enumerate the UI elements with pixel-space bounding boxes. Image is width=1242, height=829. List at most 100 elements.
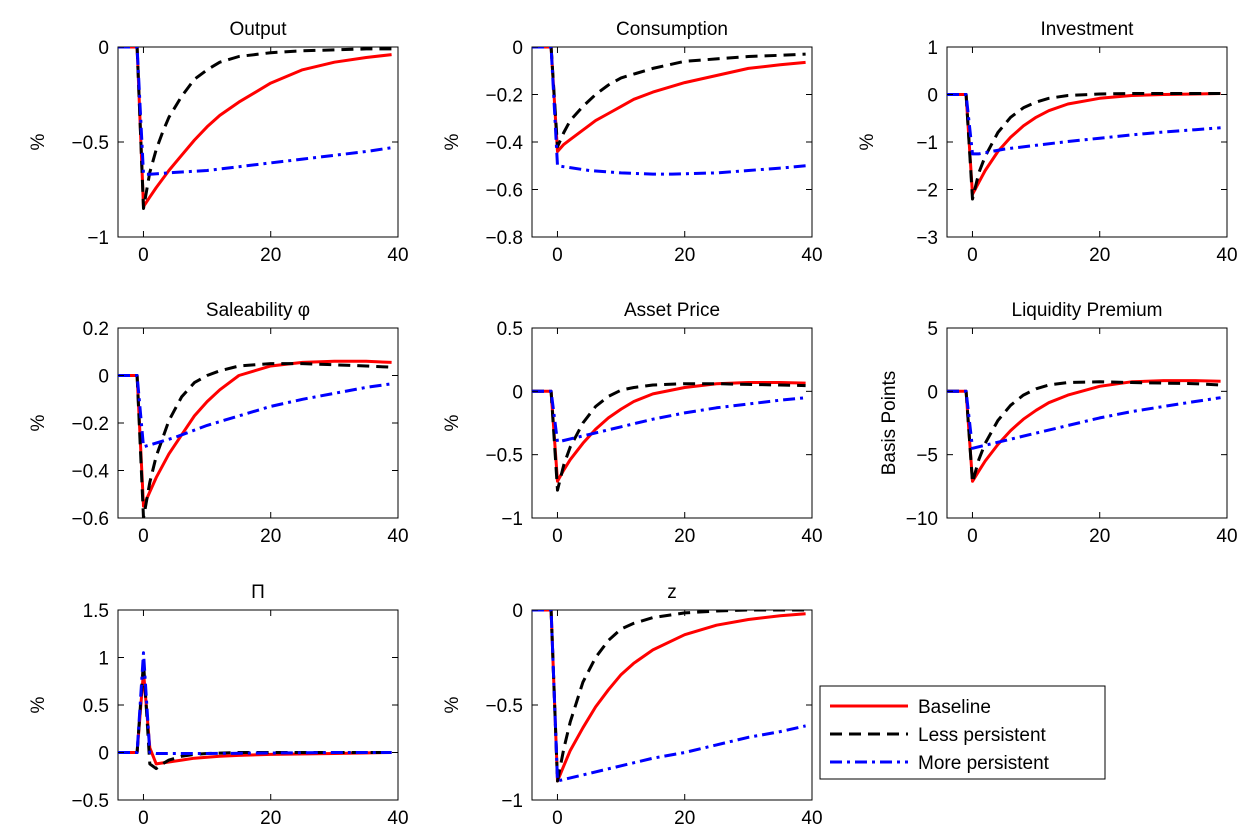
series-line-less-persistent — [532, 610, 806, 783]
legend-label-more-persistent: More persistent — [918, 753, 1050, 774]
y-tick-label: −0.4 — [485, 133, 523, 154]
series-line-less-persistent — [947, 380, 1221, 484]
series-line-more-persistent — [532, 610, 806, 783]
panel-liquidity-premium: 0 20 40 5 0 −5 −10 Liquidity Premium Basis Point… — [879, 300, 1238, 547]
y-tick-label: −0.8 — [485, 228, 523, 249]
x-tick-label: 0 — [552, 526, 563, 547]
series-line-more-persistent — [947, 93, 1221, 156]
y-tick-label: 0 — [512, 38, 523, 59]
y-tick-label: 0.5 — [497, 319, 523, 340]
x-tick-label: 40 — [387, 526, 408, 547]
y-tick-label: 5 — [927, 319, 938, 340]
series-line-less-persistent — [118, 47, 392, 210]
panel-title: Consumption — [616, 19, 728, 40]
panel-asset-price: 0 20 40 0.5 0 −0.5 −1 Asset Price% — [442, 300, 823, 547]
panel-pi: 0 20 40 1.5 1 0.5 0 −0.5 Π% — [28, 582, 409, 829]
x-tick-label: 0 — [967, 245, 978, 266]
y-axis-label: % — [442, 133, 463, 150]
x-tick-label: 40 — [1216, 526, 1237, 547]
y-tick-label: −0.5 — [71, 791, 109, 812]
panel-investment: 0 20 40 1 0 −1 −2 −3 Investment% — [857, 19, 1238, 266]
series-line-baseline — [532, 610, 806, 783]
y-axis-label: % — [857, 133, 878, 150]
axes-frame — [946, 327, 1228, 519]
panel-title: Π — [251, 582, 265, 603]
x-tick-label: 40 — [801, 808, 822, 829]
axes-frame — [946, 46, 1228, 238]
panel-title: Saleability φ — [206, 300, 310, 321]
y-axis-label: % — [442, 414, 463, 431]
legend-label-less-persistent: Less persistent — [918, 725, 1047, 746]
series-line-less-persistent — [947, 92, 1221, 201]
x-tick-label: 20 — [674, 245, 695, 266]
series-line-more-persistent — [118, 47, 392, 176]
axes-frame — [531, 327, 813, 519]
x-tick-label: 0 — [138, 526, 149, 547]
y-tick-label: −1 — [501, 509, 523, 530]
x-tick-label: 20 — [260, 245, 281, 266]
y-axis-label: % — [28, 696, 49, 713]
legend-box — [819, 685, 1106, 780]
y-tick-label: −0.6 — [71, 509, 109, 530]
x-tick-label: 0 — [552, 245, 563, 266]
y-tick-label: −1 — [87, 228, 109, 249]
axes-frame — [531, 609, 813, 801]
x-tick-label: 0 — [967, 526, 978, 547]
y-tick-label: 0.2 — [83, 319, 109, 340]
y-tick-label: −1 — [501, 791, 523, 812]
y-tick-label: 1.5 — [83, 601, 109, 622]
legend: Baseline Less persistent More persistent — [819, 685, 1106, 780]
panel-title: Liquidity Premium — [1012, 300, 1163, 321]
series-line-baseline — [532, 47, 806, 153]
x-tick-label: 20 — [674, 526, 695, 547]
y-tick-label: 0 — [98, 744, 109, 765]
panel-title: Asset Price — [624, 300, 720, 321]
series-line-less-persistent — [532, 382, 806, 492]
y-tick-label: 0 — [512, 382, 523, 403]
panel-grid: 0 20 40 0 −0.5 −1 Output% 0 20 40 0 −0.2 −0.4 −0.6 −0.… — [28, 19, 1238, 829]
y-axis-label: % — [28, 414, 49, 431]
x-tick-label: 0 — [138, 245, 149, 266]
x-tick-label: 20 — [1089, 245, 1110, 266]
panel-title: z — [667, 582, 677, 603]
y-tick-label: −0.4 — [71, 462, 109, 483]
y-tick-label: 1 — [98, 649, 109, 670]
series-line-more-persistent — [532, 389, 806, 444]
y-tick-label: −0.5 — [485, 446, 523, 467]
y-tick-label: 0 — [927, 86, 938, 107]
y-axis-label: % — [442, 696, 463, 713]
x-tick-label: 40 — [387, 808, 408, 829]
axes-frame — [117, 609, 399, 801]
series-line-less-persistent — [118, 362, 392, 518]
y-tick-label: −0.5 — [485, 696, 523, 717]
y-tick-label: −3 — [916, 228, 938, 249]
y-tick-label: 0 — [98, 367, 109, 388]
x-tick-label: 20 — [260, 808, 281, 829]
y-tick-label: 0 — [98, 38, 109, 59]
y-tick-label: −0.6 — [485, 181, 523, 202]
axes-frame — [531, 46, 813, 238]
series-line-baseline — [118, 47, 392, 209]
y-tick-label: −5 — [916, 446, 938, 467]
series-line-more-persistent — [118, 651, 392, 755]
x-tick-label: 40 — [1216, 245, 1237, 266]
panel-output: 0 20 40 0 −0.5 −1 Output% — [28, 19, 409, 266]
axes-frame — [117, 327, 399, 519]
series-line-less-persistent — [532, 47, 806, 149]
y-tick-label: 0.5 — [83, 696, 109, 717]
panel-title: Investment — [1041, 19, 1135, 40]
panel-title: Output — [229, 19, 287, 40]
x-tick-label: 20 — [1089, 526, 1110, 547]
y-tick-label: −10 — [906, 509, 938, 530]
panel-consumption: 0 20 40 0 −0.2 −0.4 −0.6 −0.8 Consumption% — [442, 19, 823, 266]
x-tick-label: 40 — [387, 245, 408, 266]
y-axis-label: % — [28, 133, 49, 150]
y-tick-label: −0.5 — [71, 133, 109, 154]
panel-z: 0 20 40 0 −0.5 −1 z% — [442, 582, 823, 829]
series-line-more-persistent — [947, 389, 1221, 450]
series-line-more-persistent — [532, 47, 806, 176]
x-tick-label: 40 — [801, 526, 822, 547]
y-tick-label: 0 — [512, 601, 523, 622]
series-line-more-persistent — [118, 374, 392, 449]
x-tick-label: 40 — [801, 245, 822, 266]
